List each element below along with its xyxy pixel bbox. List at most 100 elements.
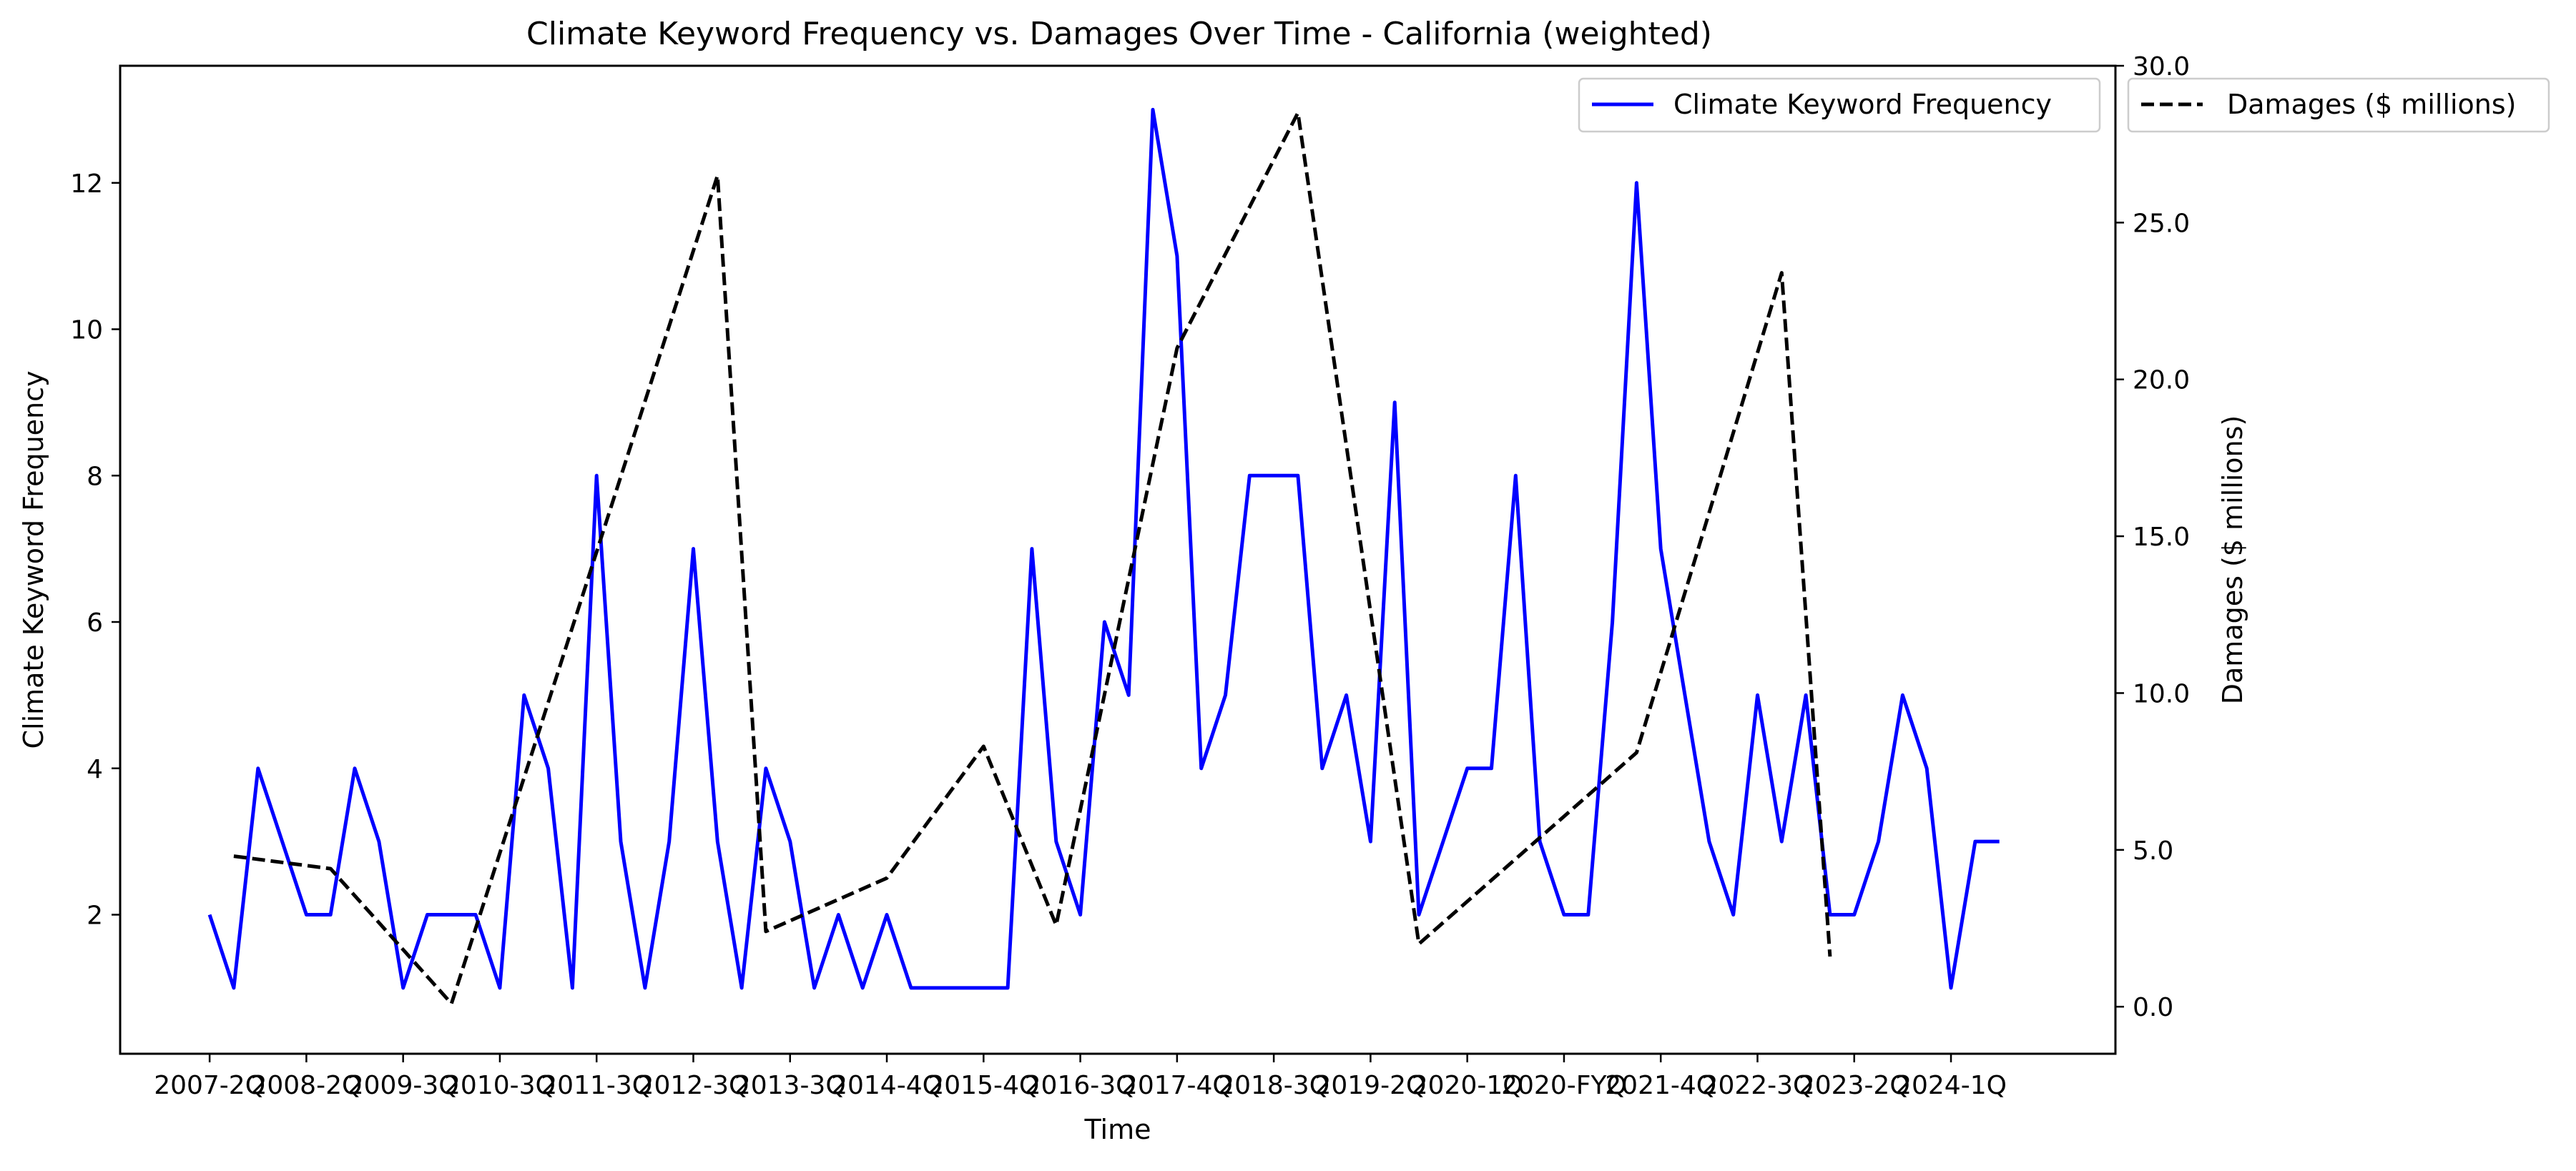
data-point-frequency (837, 913, 840, 916)
y-left-tick-label: 2 (87, 901, 103, 930)
data-point-frequency (982, 987, 985, 989)
data-point-frequency (1611, 621, 1614, 623)
y-left-tick-label: 12 (70, 169, 103, 199)
y-left-tick-label: 8 (87, 462, 103, 491)
y-right-tick-label: 10.0 (2133, 679, 2190, 708)
data-point-frequency (1829, 913, 1832, 916)
data-point-frequency (1006, 987, 1009, 989)
x-tick-label: 2023-2Q (1799, 1071, 1910, 1100)
data-point-damages (329, 867, 332, 870)
legend-left: Climate Keyword Frequency (1578, 77, 2101, 133)
data-point-frequency (1248, 474, 1251, 477)
data-point-damages (1297, 112, 1299, 114)
legend-right-box (2127, 77, 2550, 133)
chart-title: Climate Keyword Frequency vs. Damages Ov… (526, 16, 1712, 52)
data-point-frequency (595, 474, 598, 477)
data-point-damages (1417, 942, 1420, 945)
data-point-frequency (1200, 767, 1203, 770)
data-point-frequency (305, 913, 308, 916)
series-line-damages (233, 111, 1832, 1006)
y-axis-right-label: Damages ($ millions) (2217, 415, 2248, 705)
data-point-frequency (716, 840, 719, 843)
data-point-damages (716, 174, 719, 177)
data-point-frequency (1393, 401, 1396, 404)
x-tick-label: 2009-3Q (348, 1071, 459, 1100)
legend-left-box (1578, 77, 2101, 133)
data-point-frequency (958, 987, 960, 989)
data-point-frequency (1659, 548, 1662, 550)
data-point-frequency (1176, 255, 1179, 257)
data-point-frequency (765, 767, 767, 770)
data-point-frequency (523, 693, 526, 696)
data-point-frequency (1514, 474, 1517, 477)
data-point-frequency (1297, 474, 1299, 477)
data-point-frequency (1369, 840, 1372, 843)
x-tick-label: 2024-1Q (1895, 1071, 2007, 1100)
data-point-frequency (1901, 693, 1904, 696)
data-point-frequency (232, 987, 235, 989)
data-point-frequency (1321, 767, 1324, 770)
data-point-frequency (1079, 913, 1082, 916)
axes-layer: 2007-2Q2008-2Q2009-3Q2010-3Q2011-3Q2012-… (70, 52, 2190, 1100)
x-tick-label: 2014-4Q (831, 1071, 943, 1100)
data-point-frequency (1466, 767, 1469, 770)
series-layer (207, 107, 2001, 1006)
data-point-frequency (1974, 840, 1977, 843)
data-point-frequency (1151, 108, 1154, 111)
data-point-frequency (1635, 182, 1638, 184)
data-point-damages (1829, 955, 1832, 958)
data-point-damages (232, 855, 235, 858)
x-tick-label: 2015-4Q (928, 1071, 1039, 1100)
data-point-damages (1055, 924, 1058, 927)
data-point-damages (450, 1002, 453, 1005)
x-tick-label: 2019-2Q (1314, 1071, 1426, 1100)
x-tick-label: 2010-3Q (444, 1071, 556, 1100)
data-point-frequency (1127, 693, 1130, 696)
data-point-frequency (353, 767, 356, 770)
data-point-frequency (692, 548, 694, 550)
y-axis-left-label: Climate Keyword Frequency (18, 371, 49, 749)
data-point-frequency (813, 987, 816, 989)
data-point-frequency (644, 987, 647, 989)
data-point-frequency (861, 987, 864, 989)
data-point-frequency (1417, 913, 1420, 916)
data-point-frequency (402, 987, 405, 989)
data-point-frequency (1853, 913, 1856, 916)
data-point-frequency (1998, 840, 2001, 843)
data-point-frequency (257, 767, 260, 770)
x-tick-label: 2011-3Q (541, 1071, 652, 1100)
x-tick-label: 2018-3Q (1218, 1071, 1329, 1100)
data-point-frequency (910, 987, 913, 989)
x-axis-label: Time (1084, 1114, 1151, 1145)
data-point-frequency (208, 913, 211, 916)
y-right-tick-label: 15.0 (2133, 523, 2190, 552)
data-point-frequency (1950, 987, 1952, 989)
y-right-tick-label: 5.0 (2133, 836, 2173, 866)
data-point-damages (982, 745, 985, 748)
x-tick-label: 2017-4Q (1121, 1071, 1233, 1100)
data-point-frequency (329, 913, 332, 916)
data-point-frequency (740, 987, 743, 989)
data-point-frequency (1587, 913, 1590, 916)
data-point-damages (885, 876, 888, 879)
data-point-frequency (789, 840, 792, 843)
data-point-frequency (1563, 913, 1565, 916)
x-tick-label: 2007-2Q (154, 1071, 265, 1100)
data-point-damages (1176, 347, 1179, 350)
data-point-frequency (378, 840, 380, 843)
data-point-frequency (1224, 693, 1226, 696)
legend-label-damages: Damages ($ millions) (2227, 89, 2517, 120)
data-point-frequency (1877, 840, 1880, 843)
data-point-frequency (1804, 693, 1807, 696)
data-point-frequency (1490, 767, 1493, 770)
x-tick-label: 2013-3Q (734, 1071, 846, 1100)
data-point-frequency (547, 767, 550, 770)
x-tick-label: 2021-4Q (1605, 1071, 1716, 1100)
data-point-frequency (1683, 693, 1686, 696)
y-right-tick-label: 30.0 (2133, 52, 2190, 81)
y-left-tick-label: 10 (70, 316, 103, 345)
data-point-damages (765, 930, 767, 933)
data-point-frequency (1103, 621, 1106, 623)
